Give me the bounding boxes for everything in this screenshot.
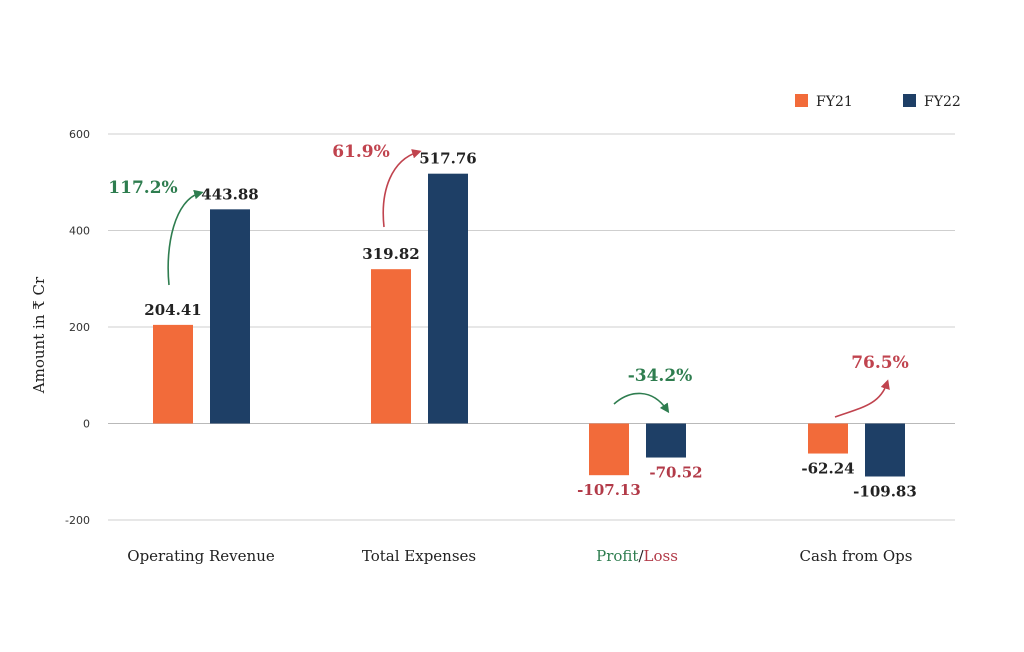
growth-arrow xyxy=(613,392,670,414)
data-label: -109.83 xyxy=(853,482,917,500)
growth-arrow xyxy=(834,379,890,418)
y-axis-ticks: -200 0 200 400 600 xyxy=(65,128,90,527)
growth-label: 76.5% xyxy=(851,353,909,373)
legend-swatch-fy21 xyxy=(795,94,808,107)
y-tick-label: 0 xyxy=(83,418,90,431)
bar-fy22-1 xyxy=(428,173,468,424)
y-tick-label: -200 xyxy=(65,514,90,527)
value-labels: 204.41 319.82 -107.13 -62.24 443.88 517.76 -70… xyxy=(144,150,917,501)
growth-arrow xyxy=(382,149,422,228)
x-tick-label: Total Expenses xyxy=(362,547,476,565)
bar-fy21-0 xyxy=(153,324,193,424)
bar-fy21-2 xyxy=(589,423,629,476)
y-axis-label: Amount in ₹ Cr xyxy=(30,276,48,394)
data-label: -70.52 xyxy=(649,464,702,482)
growth-annotations: 117.2% 61.9% -34.2% 76.5% xyxy=(108,142,909,418)
legend: FY21 FY22 xyxy=(795,94,961,110)
bar-fy21-1 xyxy=(371,269,411,424)
data-label: 443.88 xyxy=(201,185,258,203)
data-label: 319.82 xyxy=(362,245,419,263)
y-tick-label: 600 xyxy=(69,128,90,141)
x-tick-label: Profit/Loss xyxy=(596,547,678,565)
legend-swatch-fy22 xyxy=(903,94,916,107)
bar-fy22-2 xyxy=(646,423,686,458)
growth-label: 61.9% xyxy=(332,142,390,162)
bar-fy22-0 xyxy=(210,209,250,424)
growth-arrow xyxy=(167,189,204,286)
growth-label: 117.2% xyxy=(108,178,177,198)
data-label: -107.13 xyxy=(577,481,641,499)
x-axis-labels: Operating Revenue Total Expenses Profit/… xyxy=(127,547,912,565)
data-label: -62.24 xyxy=(801,460,854,478)
x-tick-label: Operating Revenue xyxy=(127,547,275,565)
bar-fy22-3 xyxy=(865,423,905,477)
growth-label: -34.2% xyxy=(628,366,693,386)
data-label: 517.76 xyxy=(419,150,476,168)
x-tick-label: Cash from Ops xyxy=(800,547,913,565)
y-tick-label: 400 xyxy=(69,225,90,238)
legend-label-fy21: FY21 xyxy=(816,94,853,110)
bars xyxy=(153,173,905,477)
y-tick-label: 200 xyxy=(69,321,90,334)
legend-label-fy22: FY22 xyxy=(924,94,961,110)
data-label: 204.41 xyxy=(144,301,201,319)
bar-fy21-3 xyxy=(808,423,848,454)
